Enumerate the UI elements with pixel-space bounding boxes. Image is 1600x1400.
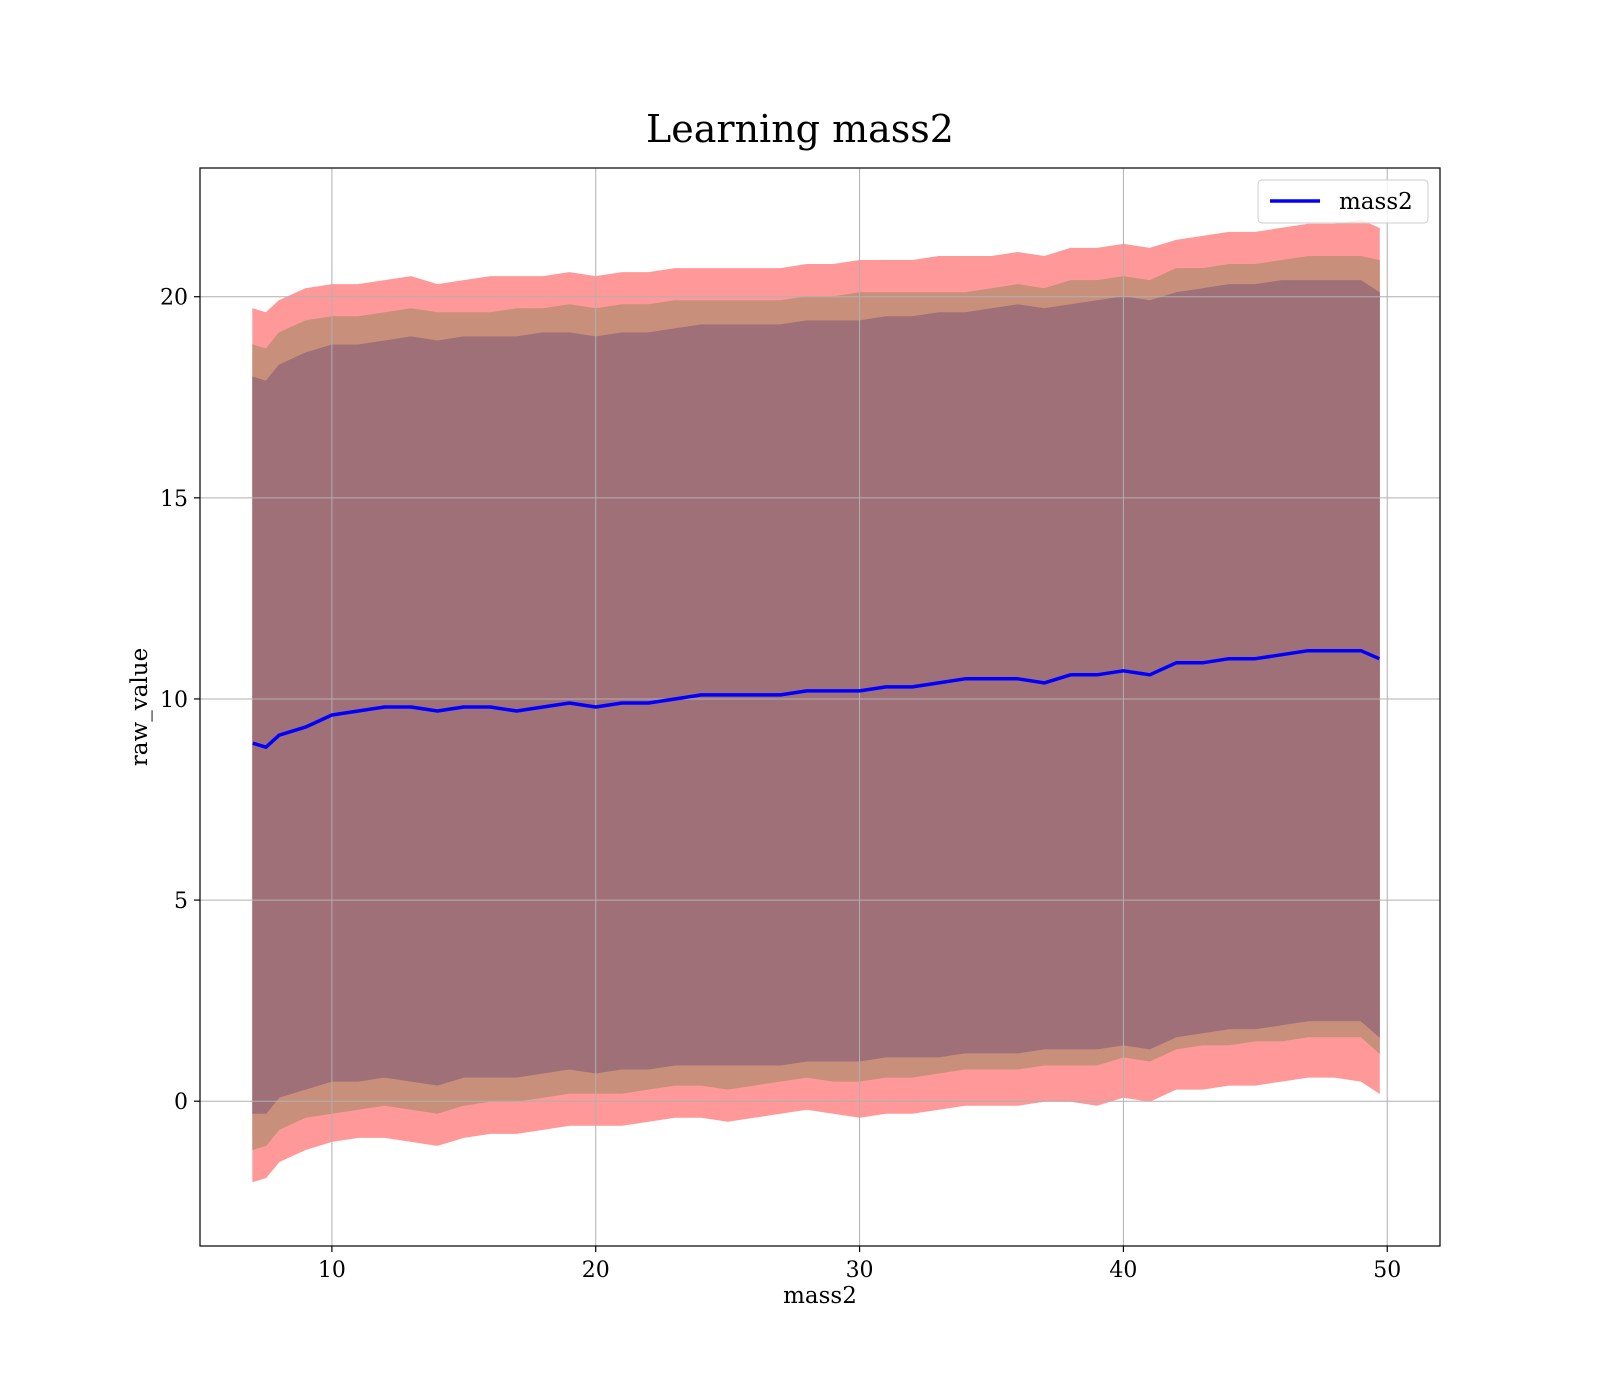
grid-lines	[200, 168, 1440, 1246]
series-line-mass2	[252, 648, 1380, 749]
legend: mass2	[1257, 179, 1429, 224]
x-axis-ticks: 10 20 30 40 50	[318, 1246, 1401, 1283]
axes-frame	[199, 167, 1441, 1247]
y-tick-label: 10	[160, 688, 188, 713]
y-tick-label: 20	[160, 286, 188, 311]
confidence-band-3	[252, 280, 1380, 1114]
x-tick-label: 10	[318, 1258, 346, 1283]
x-tick-label: 20	[582, 1258, 610, 1283]
y-axis-label: raw_value	[127, 648, 153, 766]
x-tick-label: 40	[1109, 1258, 1137, 1283]
x-tick-label: 30	[846, 1258, 874, 1283]
series-lines	[252, 648, 1380, 749]
legend-entry-label: mass2	[1339, 189, 1413, 215]
y-tick-label: 0	[174, 1090, 188, 1115]
plot-area	[200, 168, 1440, 1246]
y-axis-ticks: 0 5 10 15 20	[160, 286, 200, 1115]
x-axis-label: mass2	[783, 1283, 857, 1309]
legend-box	[1257, 179, 1429, 224]
x-tick-label: 50	[1373, 1258, 1401, 1283]
chart-title: Learning mass2	[646, 107, 954, 151]
y-tick-label: 15	[160, 487, 188, 512]
confidence-bands	[252, 219, 1380, 1183]
y-tick-label: 5	[174, 889, 188, 914]
